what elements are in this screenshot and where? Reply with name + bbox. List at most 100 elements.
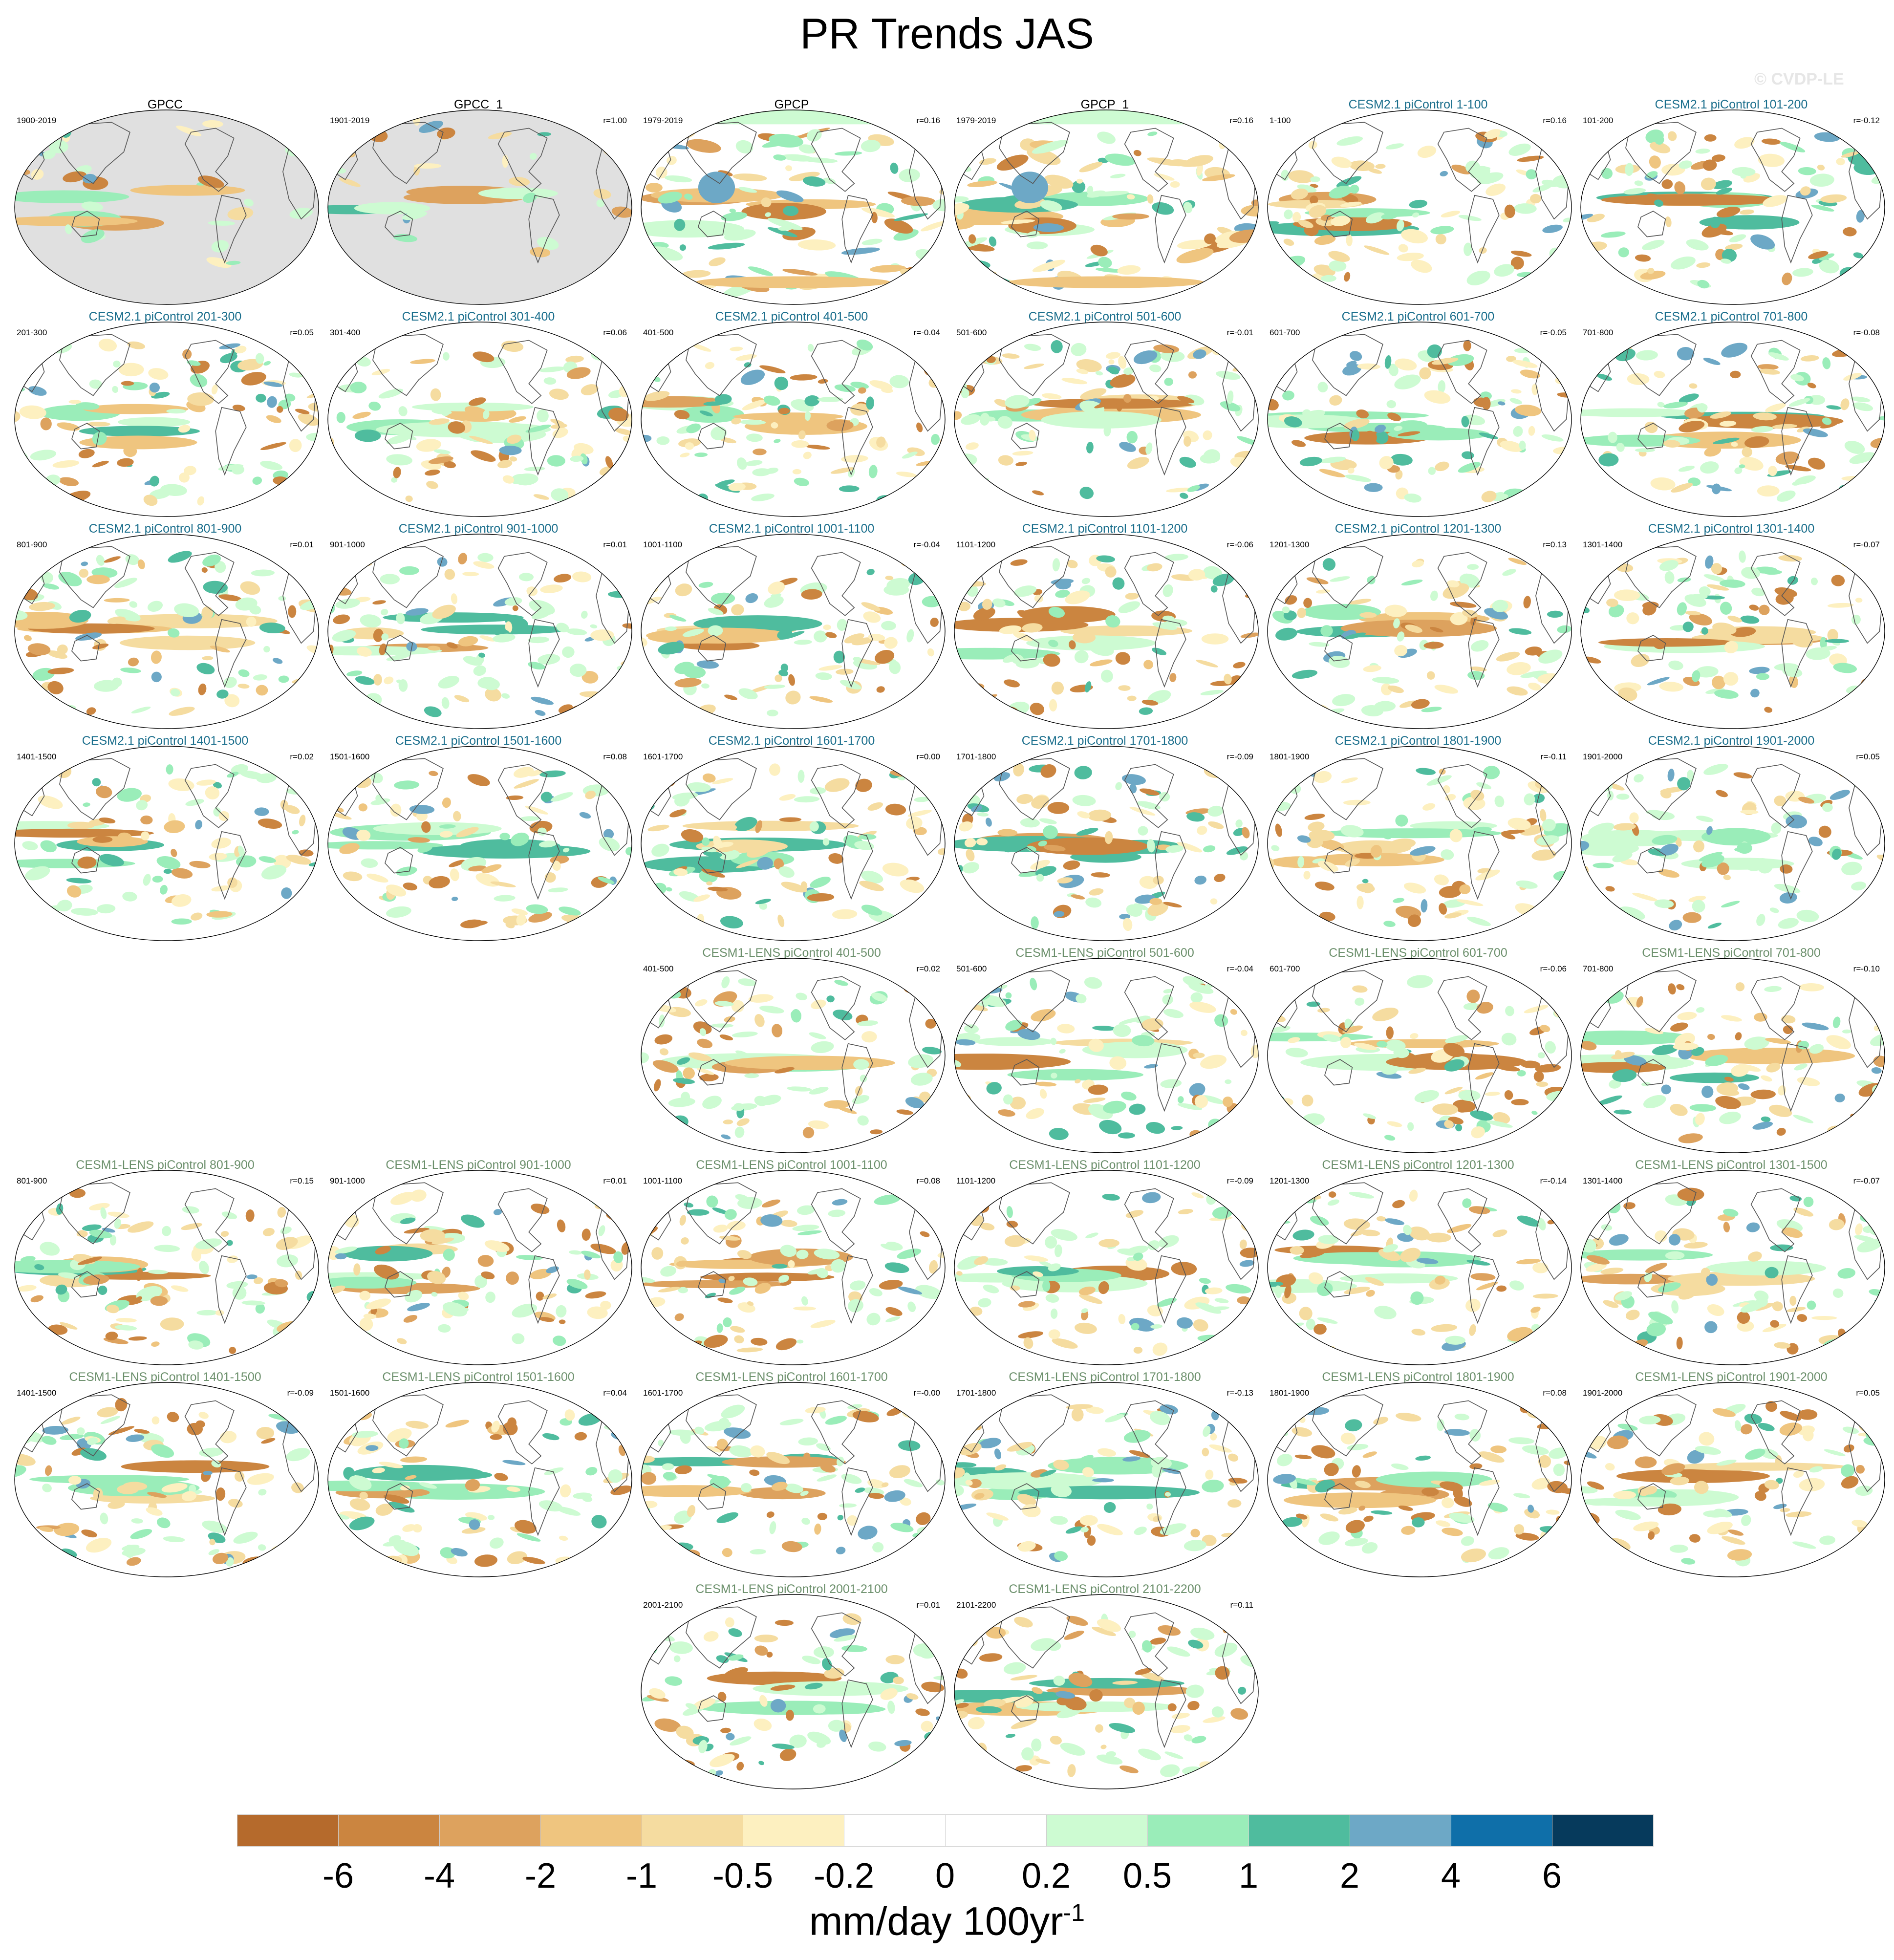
trend-blob — [1274, 1285, 1282, 1298]
trend-band — [1376, 1471, 1492, 1488]
trend-blob — [1739, 456, 1764, 471]
coastline — [1011, 1695, 1040, 1722]
trend-blob — [42, 1426, 68, 1435]
trend-blob — [1344, 1538, 1368, 1547]
trend-blob — [1268, 264, 1280, 273]
trend-blob — [529, 820, 553, 834]
trend-blob — [1145, 442, 1153, 455]
trend-blob — [1068, 1673, 1093, 1687]
trend-blob — [23, 635, 32, 641]
trend-blob — [720, 1727, 731, 1733]
trend-blob — [1142, 1640, 1152, 1653]
map — [641, 322, 946, 517]
trend-blob — [1691, 1047, 1704, 1056]
trend-blob — [1014, 1695, 1034, 1708]
trend-blob — [1515, 1532, 1539, 1541]
trend-blob — [213, 781, 222, 789]
trend-blob — [1448, 1512, 1475, 1523]
trend-blob — [1627, 373, 1650, 385]
trend-blob — [1835, 1129, 1849, 1139]
map-border — [327, 1170, 632, 1365]
coastline — [384, 1483, 413, 1510]
trend-blob — [1194, 875, 1206, 885]
trend-blob — [1345, 1520, 1365, 1533]
trend-blob — [1624, 1055, 1647, 1066]
panel-period: 1401-1500 — [17, 752, 57, 761]
trend-blob — [258, 856, 276, 863]
trend-blob — [973, 607, 995, 621]
trend-blob — [1132, 1702, 1145, 1715]
trend-blob — [1492, 600, 1508, 612]
trend-blob — [1183, 202, 1193, 214]
trend-blob — [1674, 181, 1686, 194]
trend-blob — [622, 623, 632, 629]
trend-blob — [1055, 1691, 1076, 1699]
trend-blob — [1336, 136, 1363, 146]
trend-blob — [182, 1206, 199, 1214]
trend-blob — [1158, 1625, 1181, 1636]
trend-blob — [669, 1641, 693, 1654]
trend-blob — [1045, 1236, 1057, 1249]
trend-blob — [549, 388, 569, 400]
trend-blob — [1097, 131, 1116, 144]
trend-blob — [1152, 1342, 1168, 1356]
trend-blob — [1442, 1528, 1463, 1536]
trend-blob — [307, 907, 319, 917]
trend-blob — [1688, 896, 1706, 903]
trend-blob — [679, 1215, 687, 1226]
trend-blob — [1123, 1430, 1151, 1443]
trend-blob — [719, 849, 740, 861]
trend-blob — [442, 352, 450, 361]
trend-blob — [232, 405, 245, 411]
trend-blob — [195, 1420, 205, 1428]
trend-blob — [1765, 403, 1786, 412]
trend-blob — [1050, 1037, 1057, 1045]
trend-blob — [1409, 1227, 1430, 1241]
trend-blob — [546, 1266, 559, 1273]
trend-blob — [1362, 1451, 1377, 1458]
coastline — [71, 211, 100, 237]
trend-blob — [646, 1329, 672, 1342]
trend-blob — [1714, 1508, 1732, 1518]
trend-blob — [1398, 244, 1408, 253]
trend-blob — [898, 1440, 921, 1451]
panel-period: 401-500 — [643, 328, 674, 337]
trend-blob — [1423, 642, 1444, 649]
trend-blob — [954, 279, 992, 295]
map-panel: CESM2.1 piControl 701-800 701-800 r=-0.08 — [1575, 310, 1888, 520]
coastline — [1468, 1043, 1500, 1112]
trend-blob — [861, 140, 881, 152]
trend-blob — [708, 242, 745, 250]
trend-blob — [1508, 558, 1527, 565]
map — [954, 109, 1259, 305]
trend-blob — [1415, 1455, 1431, 1461]
trend-blob — [1092, 1478, 1115, 1483]
trend-blob — [649, 246, 683, 261]
trend-blob — [611, 206, 632, 218]
trend-blob — [1329, 260, 1347, 272]
panel-title: CESM1-LENS piControl 1401-1500 — [69, 1370, 261, 1384]
trend-blob — [1169, 673, 1177, 682]
trend-blob — [1297, 607, 1306, 618]
trend-blob — [380, 609, 388, 616]
trend-blob — [771, 422, 778, 429]
trend-blob — [1479, 1480, 1500, 1486]
coastline — [497, 764, 548, 828]
trend-blob — [346, 1543, 362, 1550]
panel-period: 1301-1400 — [1583, 540, 1623, 549]
coastline — [372, 122, 444, 184]
trend-blob — [373, 674, 382, 686]
colorbar-tick-label: 4 — [1441, 1856, 1461, 1895]
trend-blob — [241, 372, 266, 386]
trend-blob — [646, 183, 663, 193]
trend-blob — [100, 1207, 107, 1219]
trend-blob — [86, 575, 110, 584]
trend-blob — [915, 1708, 930, 1716]
trend-blob — [969, 1306, 983, 1316]
trend-blob — [828, 853, 844, 864]
trend-blob — [1284, 1285, 1291, 1298]
trend-blob — [705, 362, 715, 369]
trend-blob — [728, 1654, 744, 1661]
trend-blob — [1140, 788, 1160, 796]
panel-period: 401-500 — [643, 964, 674, 973]
